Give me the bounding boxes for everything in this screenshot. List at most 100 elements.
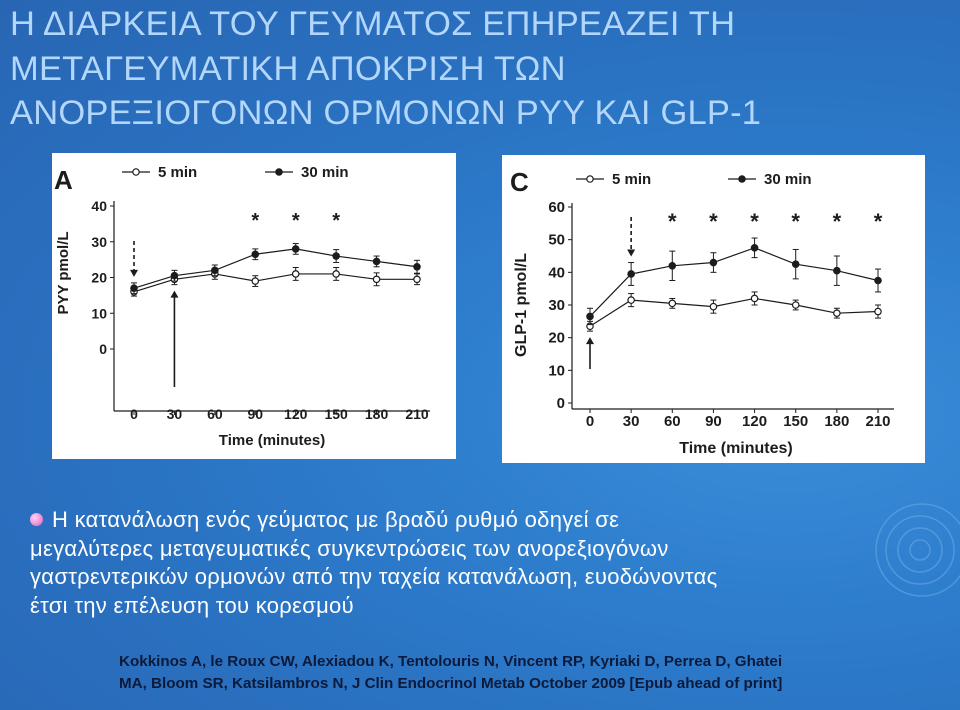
bullet-dot-icon <box>30 513 43 526</box>
data-point <box>332 270 340 278</box>
data-point <box>291 245 300 253</box>
x-tick-label: 30 <box>623 413 640 430</box>
data-point <box>586 312 594 321</box>
x-tick-label: 60 <box>664 413 681 430</box>
bullet-line-1: Η κατανάλωση ενός γεύματος με βραδύ ρυθμ… <box>30 506 945 535</box>
y-tick-label: 20 <box>91 270 107 286</box>
significance-asterisk: * <box>791 209 800 234</box>
pyy-chart: A 0 10 20 30 40 0 30 60 90 120 150 180 210 Time (minut… <box>54 164 430 449</box>
bullet-line-3: γαστρεντερικών ορμονών από την ταχεία κα… <box>30 564 718 589</box>
dashed-arrow-head <box>130 269 138 277</box>
legend-marker <box>738 175 746 183</box>
significance-asterisk: * <box>709 209 718 234</box>
data-point <box>372 275 381 284</box>
x-tick-label: 0 <box>586 413 594 430</box>
y-tick-label: 60 <box>548 199 565 216</box>
data-point <box>709 302 718 311</box>
bullet-text: Η κατανάλωση ενός γεύματος με βραδύ ρυθμ… <box>52 507 620 532</box>
x-tick-label: 120 <box>742 413 767 430</box>
legend-marker <box>132 168 140 176</box>
bullet-line-2: μεγαλύτερες μεταγευματικές συγκεντρώσεις… <box>30 535 669 561</box>
data-point <box>833 266 841 275</box>
legend-label: 5 min <box>612 171 651 188</box>
data-point <box>291 270 300 278</box>
glp1-chart: C 0 10 20 30 40 50 60 0 30 60 90 120 150 180 210 Time (m… <box>510 167 894 457</box>
data-point <box>750 244 759 252</box>
solid-arrow-head <box>586 337 594 345</box>
x-tick-label: 60 <box>207 406 223 422</box>
data-point <box>413 275 421 284</box>
y-axis-title: GLP-1 pmol/L <box>513 253 530 357</box>
legend-marker <box>586 175 594 183</box>
x-tick-label: 120 <box>284 406 308 422</box>
data-point <box>874 307 882 316</box>
y-tick-label: 10 <box>91 305 107 321</box>
chart-panel-glp1: C 0 10 20 30 40 50 60 0 30 60 90 120 150 180 210 Time (m… <box>502 155 925 463</box>
data-point <box>668 262 677 270</box>
series-line <box>589 297 879 327</box>
data-point <box>833 309 841 317</box>
series-line <box>133 248 418 289</box>
legend-marker <box>275 168 283 176</box>
decorative-swirl-graphic <box>875 503 960 597</box>
title-line: ΜΕΤΑΓΕΥΜΑΤΙΚΗ ΑΠΟΚΡΙΣΗ ΤΩΝ <box>10 49 566 88</box>
y-tick-label: 40 <box>548 264 565 281</box>
data-point <box>627 270 635 278</box>
solid-arrow-head <box>170 290 179 298</box>
significance-asterisk: * <box>332 210 340 232</box>
data-point <box>211 266 219 275</box>
bullet-point: Η κατανάλωση ενός γεύματος με βραδύ ρυθμ… <box>30 506 945 620</box>
y-tick-label: 30 <box>91 234 107 250</box>
y-tick-label: 10 <box>548 362 565 379</box>
y-tick-label: 50 <box>548 232 565 249</box>
x-axis-title: Time (minutes) <box>219 432 325 449</box>
data-point <box>874 276 882 285</box>
dashed-arrow-head <box>627 249 636 257</box>
data-point <box>709 258 718 267</box>
data-point <box>413 262 421 271</box>
bullet-line-4: έτσι την επέλευση του κορεσμού <box>30 592 354 618</box>
x-tick-label: 30 <box>167 406 183 422</box>
x-tick-label: 90 <box>247 406 263 422</box>
x-tick-label: 0 <box>130 406 138 422</box>
data-point <box>668 299 677 308</box>
data-point <box>332 252 340 260</box>
data-point <box>372 257 381 266</box>
citation: Kokkinos A, le Roux CW, Alexiadou K, Ten… <box>119 651 949 695</box>
panel-label: C <box>510 167 529 197</box>
data-point <box>251 250 260 259</box>
x-tick-label: 150 <box>783 413 808 430</box>
series-line <box>133 273 417 293</box>
x-tick-label: 90 <box>705 413 722 430</box>
title-line: ΑΝΟΡΕΞΙΟΓΟΝΩΝ ΟΡΜΟΝΩΝ PYY ΚΑΙ GLP-1 <box>10 94 762 132</box>
data-point <box>791 301 800 309</box>
slide-title: Η ΔΙΑΡΚΕΙΑ ΤΟΥ ΓΕΥΜΑΤΟΣ ΕΠΗΡΕΑΖΕΙ ΤΗ ΜΕΤ… <box>10 2 950 136</box>
data-point <box>130 284 138 293</box>
panel-label: A <box>54 165 73 195</box>
y-tick-label: 0 <box>99 341 107 357</box>
x-tick-label: 180 <box>365 406 389 422</box>
x-tick-label: 180 <box>824 413 849 430</box>
significance-asterisk: * <box>292 210 300 232</box>
legend-label: 5 min <box>158 164 197 181</box>
legend-label: 30 min <box>301 164 349 181</box>
x-tick-label: 210 <box>405 406 429 422</box>
x-axis-title: Time (minutes) <box>679 440 793 457</box>
series-line <box>589 247 879 317</box>
y-tick-label: 30 <box>548 297 565 314</box>
significance-asterisk: * <box>874 209 883 234</box>
data-point <box>750 294 759 303</box>
data-point <box>791 260 800 268</box>
legend-label: 30 min <box>764 171 812 188</box>
title-line: Η ΔΙΑΡΚΕΙΑ ΤΟΥ ΓΕΥΜΑΤΟΣ ΕΠΗΡΕΑΖΕΙ ΤΗ <box>10 5 736 43</box>
x-tick-label: 210 <box>865 413 890 430</box>
y-axis-title: PYY pmol/L <box>55 231 72 314</box>
data-point <box>627 296 635 304</box>
data-point <box>251 277 260 285</box>
y-tick-label: 40 <box>91 198 107 214</box>
x-tick-label: 150 <box>324 406 348 422</box>
citation-line: Kokkinos A, le Roux CW, Alexiadou K, Ten… <box>119 653 783 670</box>
y-tick-label: 0 <box>557 395 565 412</box>
significance-asterisk: * <box>833 209 842 234</box>
data-point <box>170 271 179 280</box>
